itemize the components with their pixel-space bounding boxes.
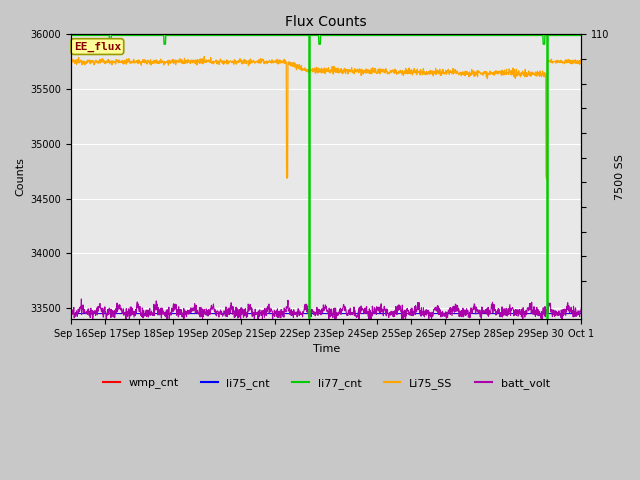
Text: EE_flux: EE_flux <box>74 41 121 52</box>
Title: Flux Counts: Flux Counts <box>285 15 367 29</box>
Legend: wmp_cnt, li75_cnt, li77_cnt, Li75_SS, batt_volt: wmp_cnt, li75_cnt, li77_cnt, Li75_SS, ba… <box>99 373 554 393</box>
X-axis label: Time: Time <box>312 344 340 354</box>
Y-axis label: 7500 SS: 7500 SS <box>615 154 625 200</box>
Y-axis label: Counts: Counts <box>15 157 25 196</box>
